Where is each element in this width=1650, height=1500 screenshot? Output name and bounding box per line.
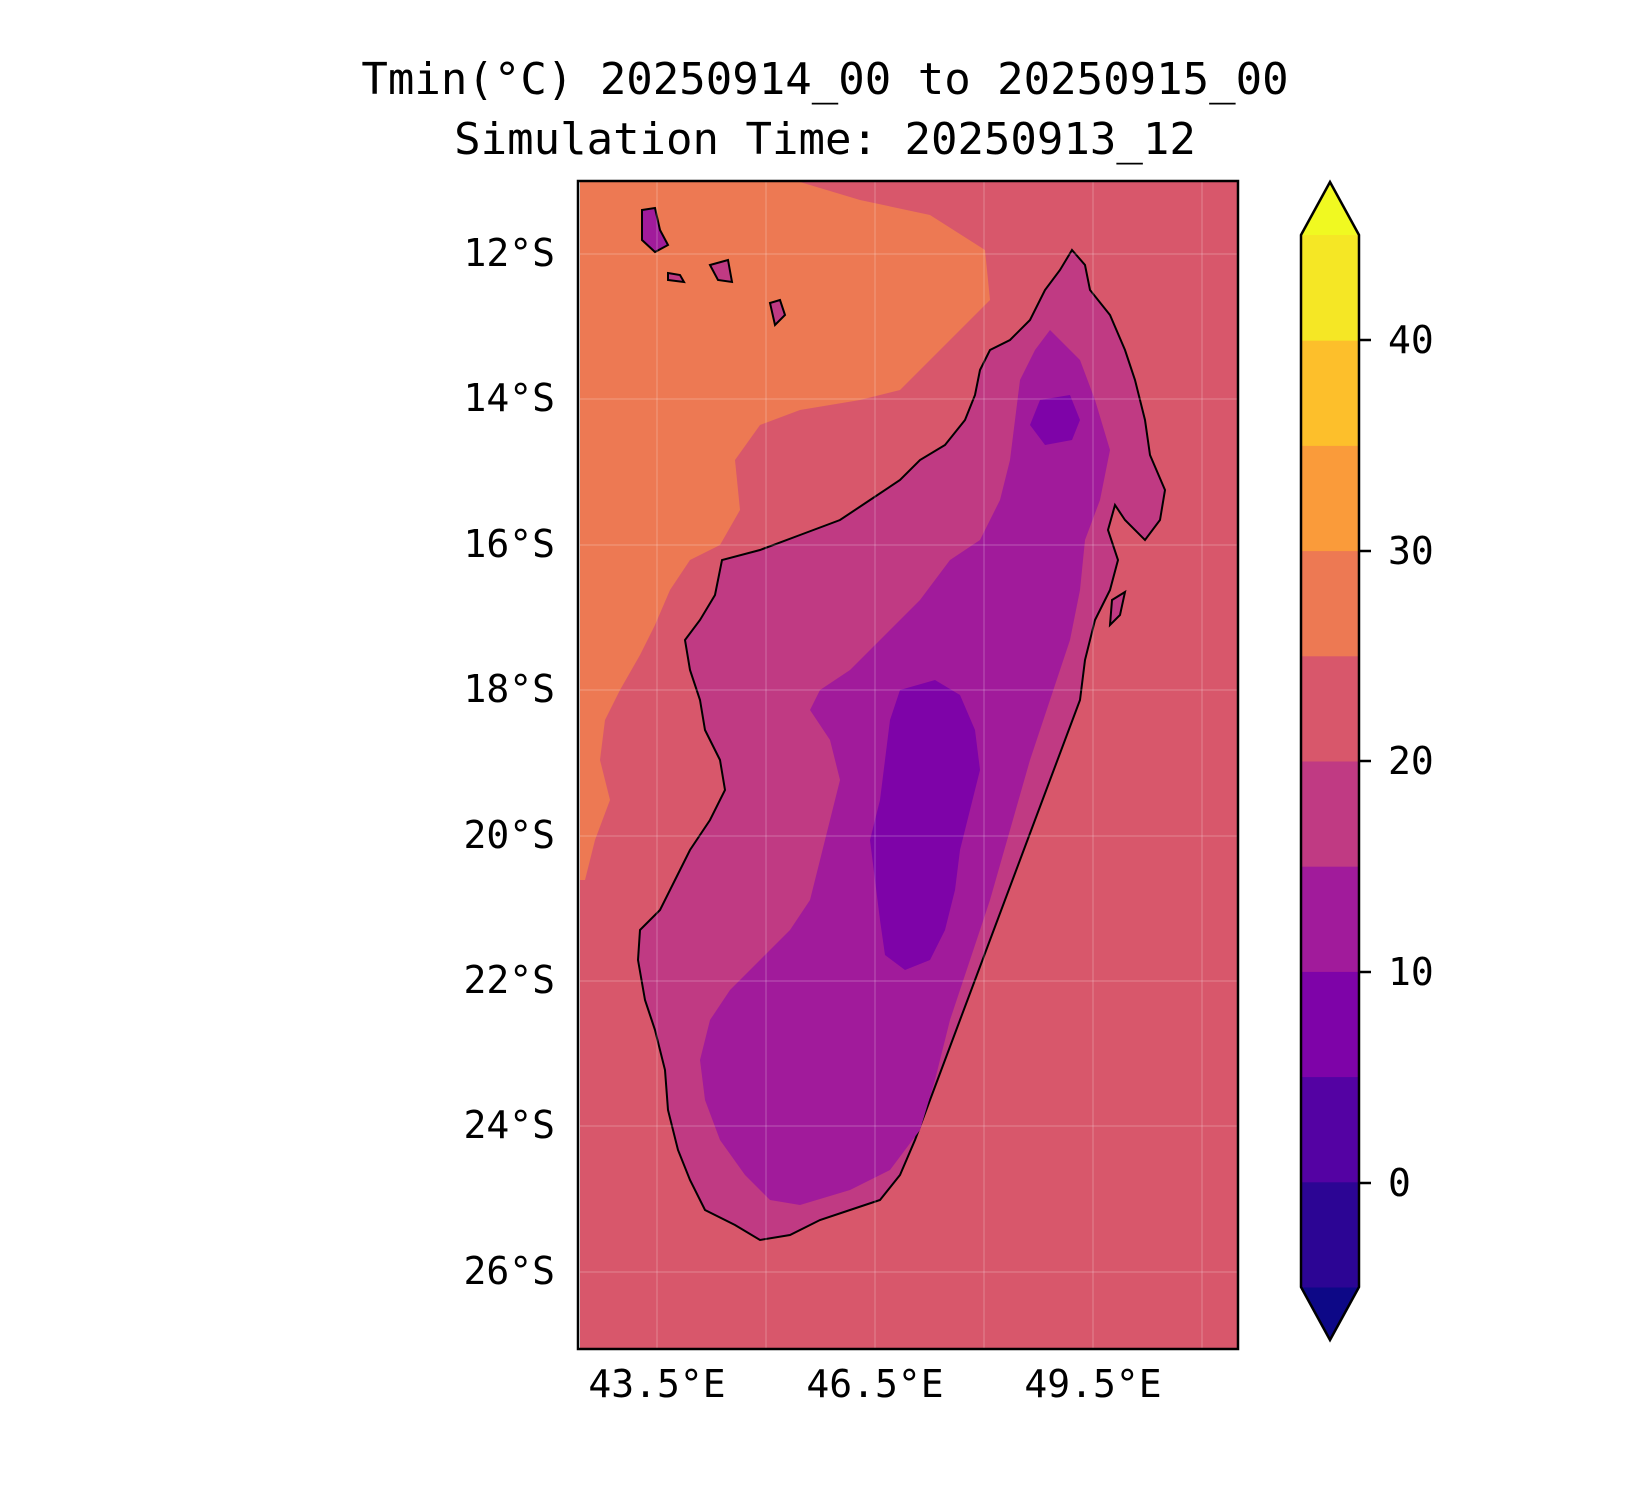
lat-tick-label: 24°S — [463, 1103, 555, 1147]
colorbar-tick-label: 0 — [1388, 1161, 1411, 1205]
lat-tick-label: 18°S — [463, 667, 555, 711]
colorbar: 0 10 20 30 40 — [1299, 179, 1434, 1343]
colorbar-tick-label: 20 — [1388, 739, 1434, 783]
colorbar-band — [1301, 340, 1359, 446]
lat-tick-label: 22°S — [463, 958, 555, 1002]
lat-tick-label: 20°S — [463, 813, 555, 857]
colorbar-tick-label: 30 — [1388, 529, 1434, 573]
colorbar-ticks — [1359, 338, 1371, 1185]
lon-axis-labels: 43.5°E 46.5°E 49.5°E — [588, 1362, 1161, 1406]
warm-sea-region — [580, 182, 990, 880]
lat-tick-label: 12°S — [463, 231, 555, 275]
lon-tick-label: 46.5°E — [806, 1362, 943, 1406]
colorbar-band — [1301, 1076, 1359, 1183]
island-4 — [768, 298, 787, 327]
chart-title-line1: Tmin(°C) 20250914_00 to 20250915_00 — [361, 54, 1289, 105]
map-frame — [576, 179, 1240, 1351]
colorbar-band — [1301, 235, 1359, 341]
colorbar-band — [1301, 1181, 1359, 1288]
colorbar-outline — [1299, 179, 1361, 1343]
island-1 — [641, 206, 670, 254]
colorbar-extend-high — [1301, 182, 1359, 235]
island-5 — [1108, 589, 1127, 628]
north-cold-patch — [1030, 395, 1080, 445]
lat-tick-label: 14°S — [463, 376, 555, 420]
colorbar-band — [1301, 550, 1359, 657]
colorbar-bands — [1301, 182, 1359, 1340]
lon-tick-label: 49.5°E — [1024, 1362, 1161, 1406]
colorbar-band — [1301, 761, 1359, 867]
highland-cold-region — [870, 680, 980, 970]
colorbar-band — [1301, 866, 1359, 972]
colorbar-tick-label: 40 — [1388, 318, 1434, 362]
island-3 — [667, 271, 686, 284]
lon-tick-label: 43.5°E — [588, 1362, 725, 1406]
colorbar-extend-low — [1301, 1287, 1359, 1340]
colorbar-band — [1301, 655, 1359, 762]
map-panel — [576, 179, 1240, 1351]
gridlines — [580, 182, 1237, 1348]
colorbar-tick-label: 10 — [1388, 950, 1434, 994]
lat-axis-labels: 12°S 14°S 16°S 18°S 20°S 22°S 24°S 26°S — [463, 231, 555, 1293]
island-2 — [708, 258, 734, 284]
colorbar-band — [1301, 445, 1359, 552]
colorbar-band — [1301, 971, 1359, 1078]
chart-title-line2: Simulation Time: 20250913_12 — [454, 114, 1196, 165]
lat-tick-label: 16°S — [463, 522, 555, 566]
lat-tick-label: 26°S — [463, 1249, 555, 1293]
